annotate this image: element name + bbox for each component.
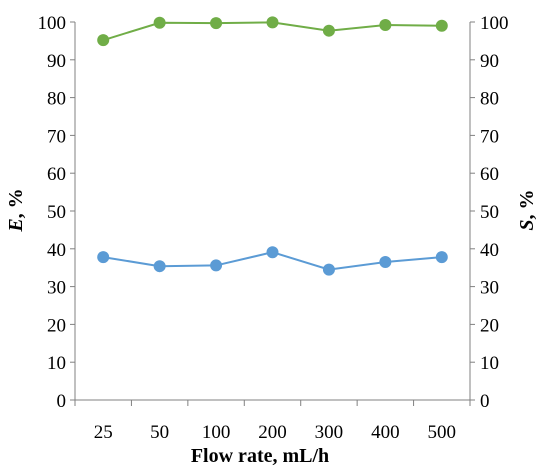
y-axis-title-left-symbol: E bbox=[5, 218, 27, 232]
y-tick-label-right: 70 bbox=[480, 126, 499, 147]
y-tick-label-left: 40 bbox=[47, 240, 66, 261]
y-tick-label-right: 90 bbox=[480, 51, 499, 72]
labels: 0 0 10 10 20 20 30 30 40 40 50 50 60 60 70 70 80 80 90 90 10… bbox=[38, 13, 509, 443]
y-tick-label-right: 60 bbox=[480, 164, 499, 185]
data-point bbox=[153, 260, 166, 273]
data-point bbox=[322, 24, 335, 37]
data-point bbox=[435, 19, 448, 32]
y-tick-label-left: 10 bbox=[47, 353, 66, 374]
data-point bbox=[379, 256, 392, 269]
y-axis-title-right-rest: , % bbox=[516, 189, 538, 219]
y-axis-title-left-rest: , % bbox=[5, 188, 27, 218]
data-point bbox=[97, 251, 110, 264]
x-tick-label: 400 bbox=[371, 422, 400, 443]
y-tick-label-left: 80 bbox=[47, 89, 66, 110]
series-1 bbox=[97, 246, 448, 276]
data-point bbox=[266, 16, 279, 29]
x-axis-title: Flow rate, mL/h bbox=[191, 445, 329, 467]
y-tick-label-right: 80 bbox=[480, 89, 499, 110]
y-tick-label-right: 30 bbox=[480, 278, 499, 299]
data-point bbox=[153, 16, 166, 29]
data-point bbox=[435, 251, 448, 264]
y-tick-label-left: 50 bbox=[47, 202, 66, 223]
y-tick-label-left: 70 bbox=[47, 126, 66, 147]
y-tick-label-left: 0 bbox=[57, 391, 67, 412]
x-tick-label: 300 bbox=[315, 422, 344, 443]
x-tick-label: 200 bbox=[258, 422, 287, 443]
y-axis-title-right-symbol: S bbox=[516, 219, 538, 230]
y-tick-label-right: 50 bbox=[480, 202, 499, 223]
x-tick-label: 100 bbox=[202, 422, 231, 443]
data-point bbox=[266, 246, 279, 259]
y-tick-label-right: 40 bbox=[480, 240, 499, 261]
data-point bbox=[210, 259, 223, 272]
y-tick-label-right: 0 bbox=[480, 391, 490, 412]
y-axis-title-left: E, % bbox=[5, 188, 27, 232]
x-tick-label: 500 bbox=[428, 422, 457, 443]
x-tick-label: 25 bbox=[94, 422, 113, 443]
data-point bbox=[97, 34, 110, 47]
y-axis-title-right: S, % bbox=[516, 189, 538, 230]
series-layer bbox=[97, 16, 448, 276]
data-point bbox=[379, 19, 392, 32]
y-tick-label-left: 20 bbox=[47, 315, 66, 336]
axes bbox=[70, 21, 475, 406]
y-tick-label-right: 100 bbox=[480, 13, 509, 34]
y-tick-label-right: 20 bbox=[480, 315, 499, 336]
y-tick-label-left: 30 bbox=[47, 278, 66, 299]
series-2 bbox=[97, 16, 448, 47]
x-tick-label: 50 bbox=[150, 422, 169, 443]
y-tick-label-left: 60 bbox=[47, 164, 66, 185]
data-point bbox=[210, 17, 223, 30]
y-tick-label-left: 90 bbox=[47, 51, 66, 72]
data-point bbox=[322, 263, 335, 276]
y-tick-label-left: 100 bbox=[38, 13, 67, 34]
y-tick-label-right: 10 bbox=[480, 353, 499, 374]
